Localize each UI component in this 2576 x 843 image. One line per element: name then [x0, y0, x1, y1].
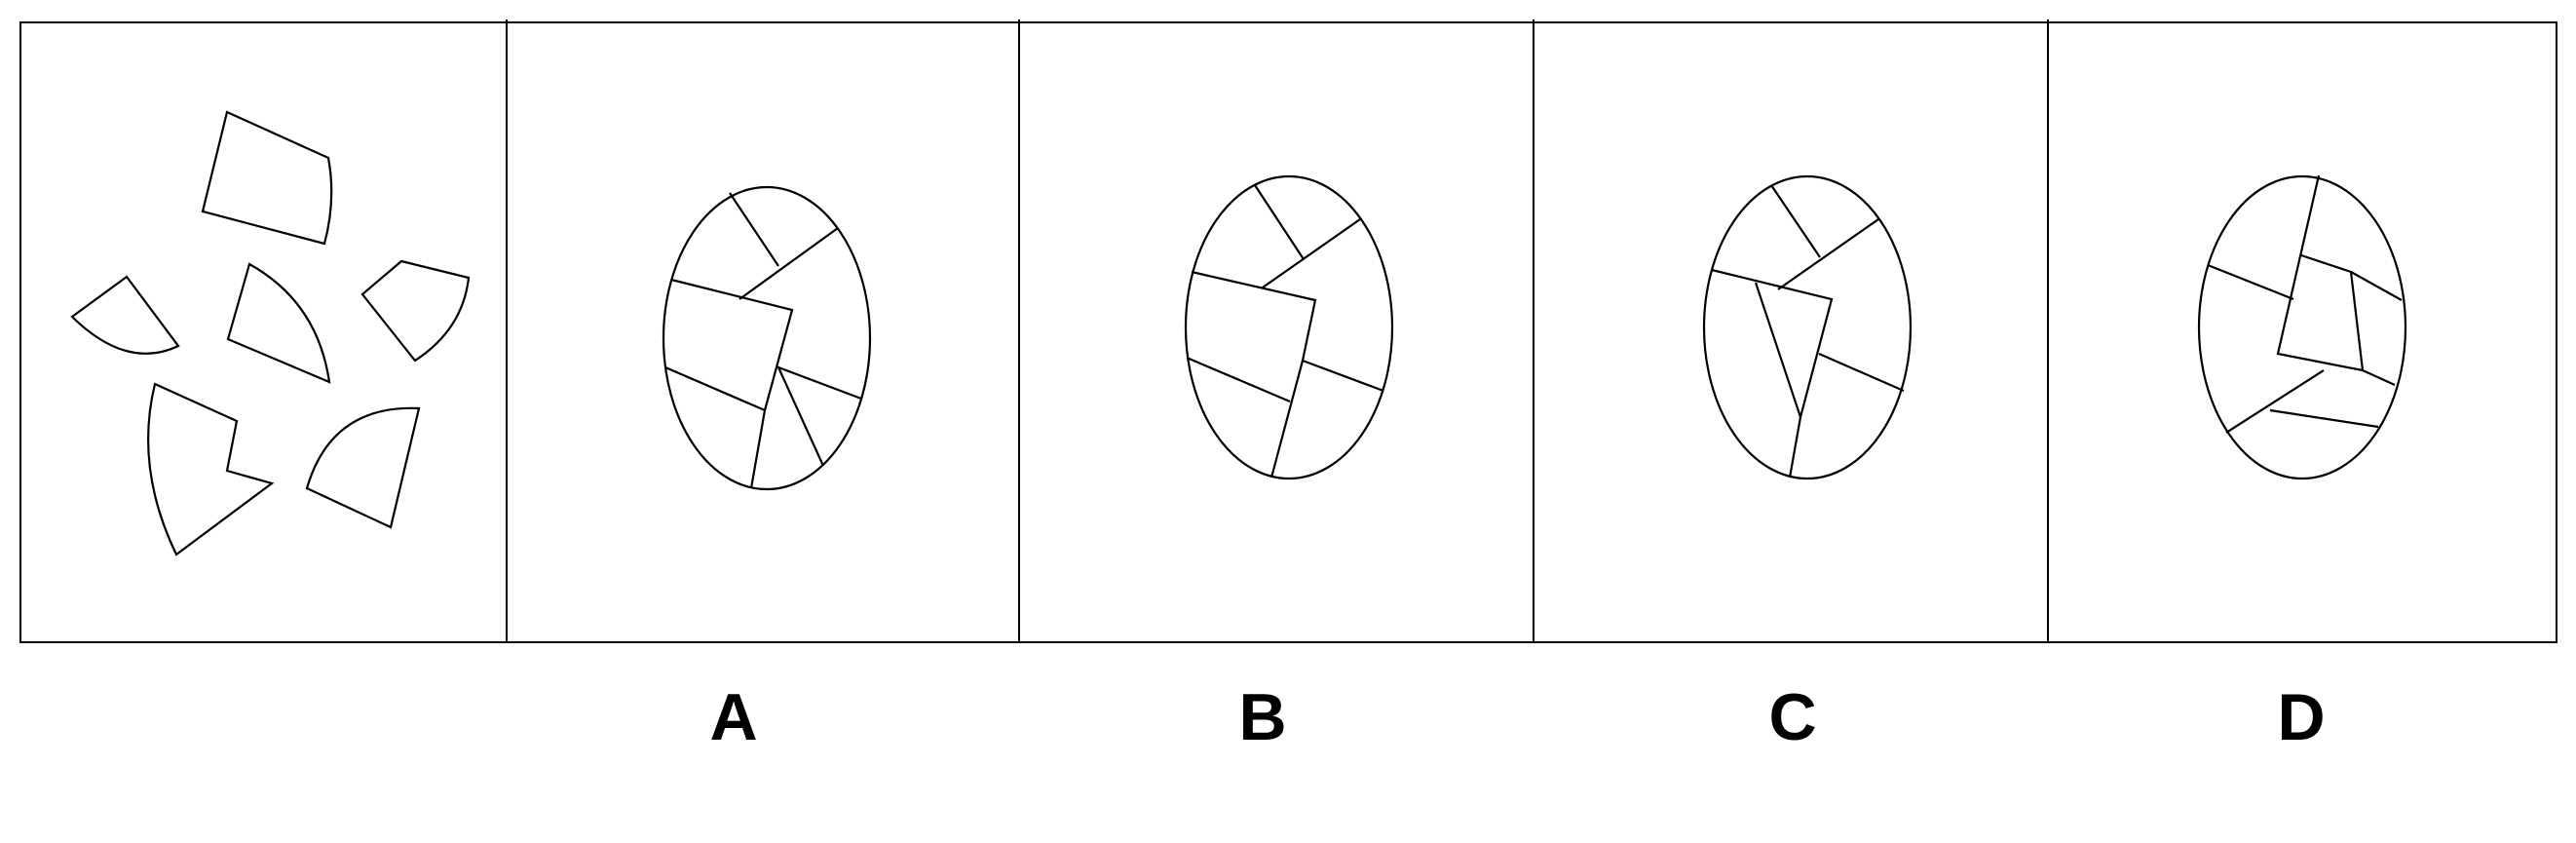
option-label-b[interactable]: B [1238, 680, 1286, 754]
option-label-d[interactable]: D [2277, 680, 2325, 754]
option-c-ellipse [1702, 174, 1913, 480]
option-c-figure [1702, 174, 1913, 480]
option-label-c[interactable]: C [1768, 680, 1816, 754]
option-a-figure [662, 185, 872, 491]
option-a-ellipse [662, 185, 872, 491]
option-b-figure [1184, 174, 1394, 480]
piece-curved-wedge [226, 262, 331, 384]
panel-frame [19, 19, 2557, 643]
option-label-a[interactable]: A [709, 680, 757, 754]
piece-small-fan [70, 275, 180, 355]
option-b-ellipse [1184, 174, 1394, 480]
given-pieces-panel [70, 110, 471, 556]
option-d-figure [2197, 174, 2407, 480]
piece-fan-right [360, 259, 471, 363]
option-d-ellipse [2197, 174, 2407, 480]
piece-quadrilateral [201, 110, 333, 246]
piece-notched-sector [147, 382, 275, 556]
piece-sector-lower-right [305, 406, 421, 529]
